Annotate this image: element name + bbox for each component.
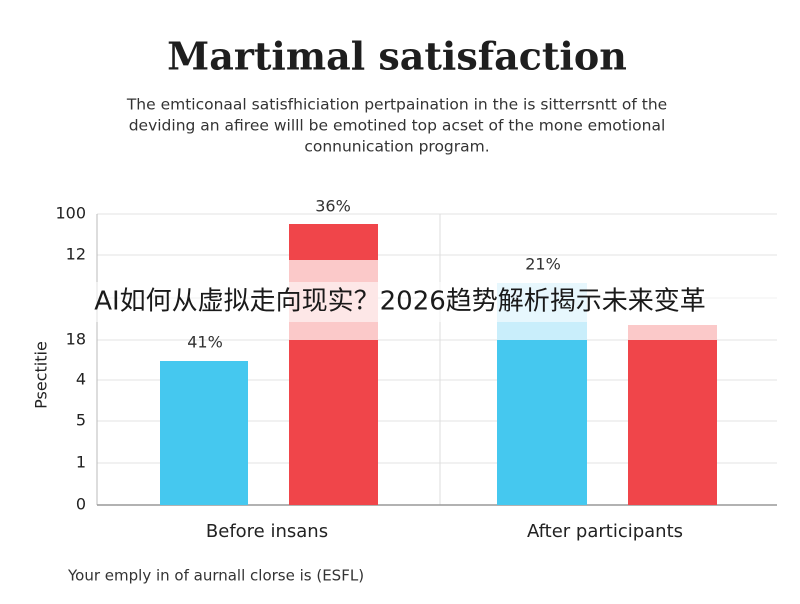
- y-tick-label: 0: [76, 495, 86, 514]
- y-tick-label: 12: [66, 245, 86, 264]
- y-tick-label: 1: [76, 453, 86, 472]
- category-label: Before insans: [206, 521, 328, 542]
- banner-background: [20, 282, 780, 322]
- title: Martimal satisfaction: [167, 34, 627, 79]
- subtitle-line: deviding an afiree willl be emotined top…: [129, 117, 666, 135]
- bar: [160, 361, 248, 505]
- bar: [628, 325, 717, 505]
- y-tick-label: 5: [76, 411, 86, 430]
- subtitle-line: The emticonaal satisfhiciation pertpaina…: [126, 96, 667, 114]
- bar-label: 41%: [187, 333, 223, 352]
- bar-highlight: [628, 325, 717, 340]
- y-tick-label: 100: [55, 204, 86, 223]
- footer: Your emply in of aurnall clorse is (ESFL…: [67, 567, 364, 585]
- bar-label: 36%: [315, 197, 351, 216]
- y-tick-label: 4: [76, 370, 86, 389]
- y-axis-label: Psectitie: [32, 341, 51, 409]
- y-tick-label: 18: [66, 330, 86, 349]
- subtitle-line: connunication program.: [304, 138, 489, 156]
- banner-text: AI如何从虚拟走向现实？2026趋势解析揭示未来变革: [94, 287, 706, 317]
- bar-label: 21%: [525, 255, 561, 274]
- category-label: After participants: [527, 521, 683, 542]
